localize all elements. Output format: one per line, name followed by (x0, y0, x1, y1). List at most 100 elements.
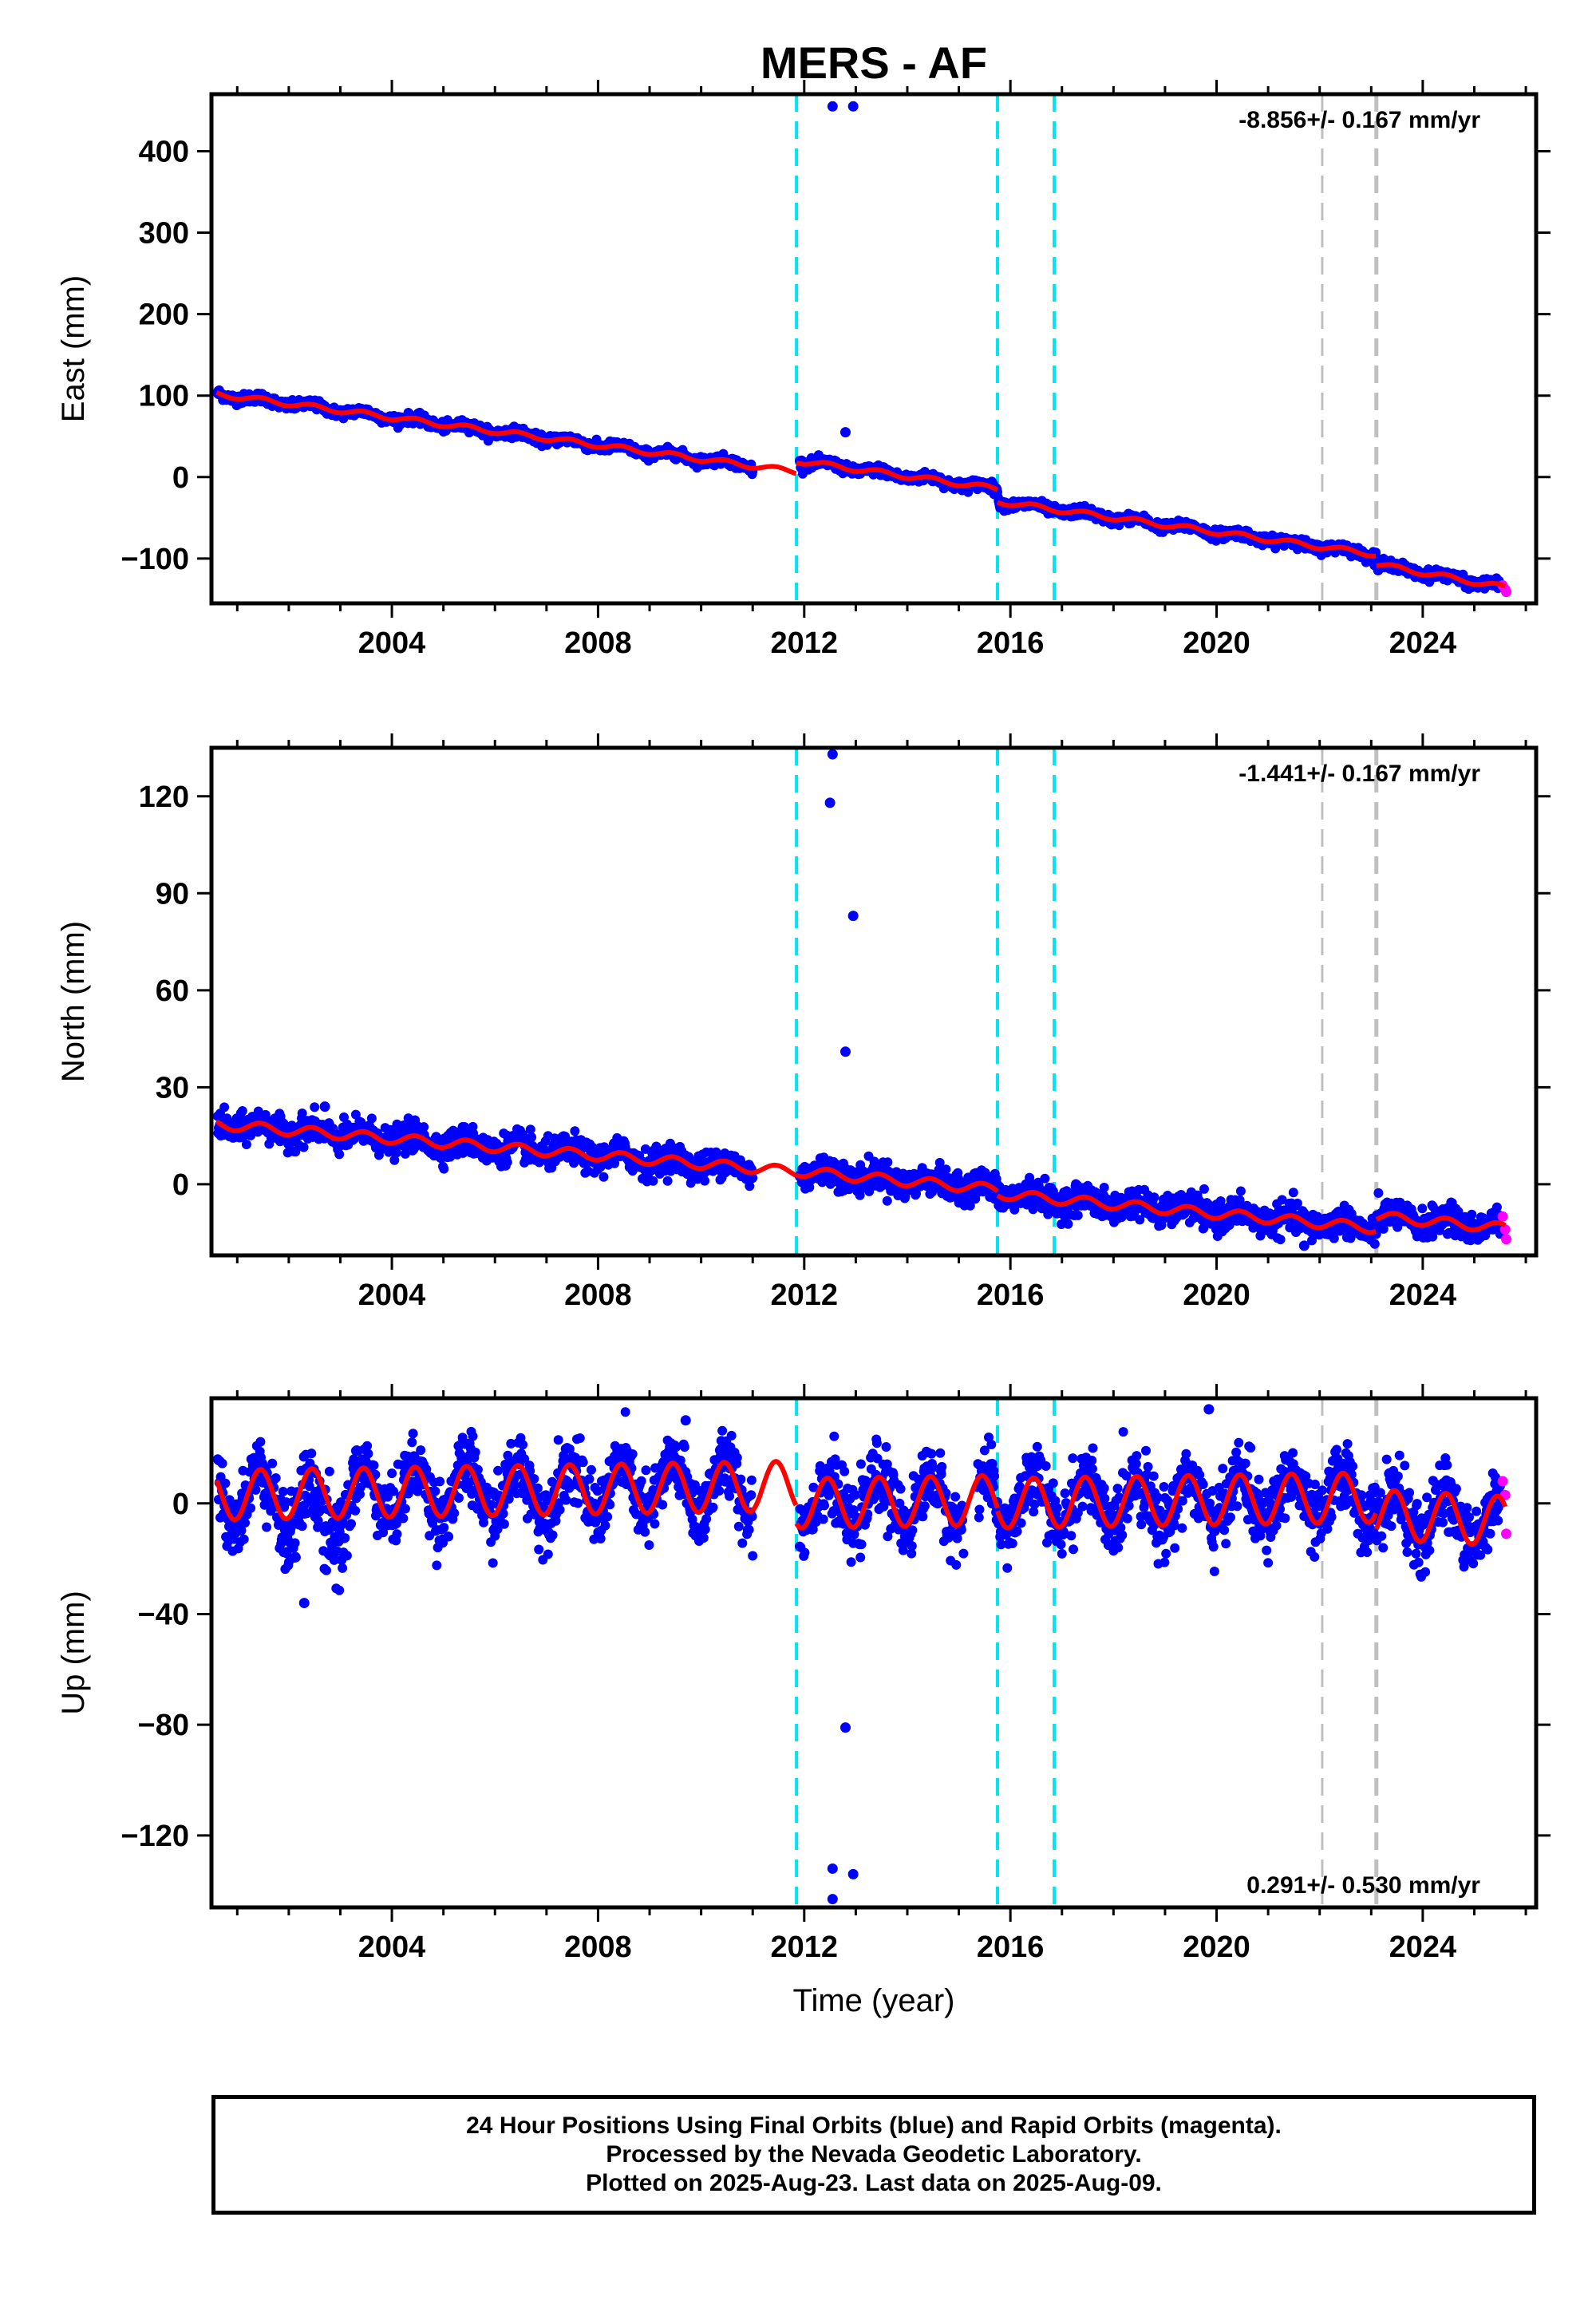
north-point (1199, 1223, 1209, 1233)
north-point (662, 1176, 673, 1186)
north-point (1235, 1186, 1246, 1196)
east-point (963, 487, 974, 497)
north-point (941, 1164, 951, 1175)
east-y-axis-title: East (mm) (56, 275, 91, 422)
east-y-tick-label: −100 (120, 543, 189, 576)
north-point (745, 1181, 755, 1192)
north-rapid-point (1501, 1234, 1512, 1245)
east-y-tick-label: 300 (139, 217, 189, 251)
north-point (391, 1148, 401, 1158)
north-point (748, 1172, 758, 1183)
north-point (1491, 1202, 1502, 1212)
north-point (1063, 1219, 1073, 1229)
east-outlier-point (827, 101, 838, 112)
north-point (1149, 1192, 1159, 1203)
east-y-tick-label: 0 (172, 461, 189, 495)
north-model-curve-0 (215, 1119, 798, 1178)
east-x-tick-label: 2012 (771, 626, 839, 660)
north-rapid-point (1499, 1224, 1511, 1235)
east-y-tick-label: 200 (139, 298, 189, 332)
north-point (334, 1149, 345, 1160)
north-outlier-point (827, 749, 838, 760)
north-point (1135, 1215, 1145, 1225)
north-point (389, 1155, 400, 1165)
east-y-tick-label: 100 (139, 380, 189, 413)
east-x-tick-label: 2020 (1183, 626, 1250, 660)
north-point (1467, 1209, 1477, 1219)
north-point (1277, 1195, 1287, 1205)
north-panel: 2004 2008 2012 2016 2020 20240306090120North … (56, 733, 1551, 1312)
north-y-tick-label: 0 (172, 1168, 189, 1202)
east-y-tick-label: 400 (139, 135, 189, 168)
north-point (1235, 1195, 1245, 1205)
east-plot-area (212, 94, 1512, 603)
north-point (366, 1113, 377, 1124)
north-y-tick-label: 60 (156, 974, 189, 1008)
north-point (439, 1164, 449, 1174)
north-y-tick-label: 30 (156, 1071, 189, 1105)
north-point (502, 1157, 512, 1168)
north-point (570, 1126, 580, 1136)
north-point (1288, 1188, 1298, 1198)
east-x-tick-label: 2008 (564, 626, 632, 660)
north-point (610, 1158, 620, 1168)
north-point (883, 1157, 893, 1168)
east-x-tick-label: 2024 (1389, 626, 1457, 660)
panels-group: 2004 2008 2012 2016 2020 2024−100010020030040… (56, 80, 1551, 1964)
east-model-curve-3 (1375, 562, 1507, 589)
north-point (298, 1142, 309, 1152)
north-point (934, 1157, 945, 1168)
east-rate-label: -8.856+/- 0.167 mm/yr (1238, 107, 1480, 133)
east-x-tick-label: 2016 (977, 626, 1045, 660)
east-panel: 2004 2008 2012 2016 2020 2024 −100 0 100 200 300 40… (56, 80, 1551, 660)
north-point (219, 1102, 230, 1113)
north-x-tick-label: 2016 (977, 1279, 1045, 1312)
east-model-curve-2 (996, 500, 1377, 559)
north-x-tick-label: 2020 (1183, 1279, 1250, 1312)
north-point (1040, 1173, 1050, 1184)
north-point (1099, 1183, 1109, 1192)
north-point (804, 1182, 815, 1192)
north-point (237, 1106, 247, 1116)
east-frame (209, 92, 1539, 606)
north-model-curve-3 (1375, 1211, 1507, 1233)
north-outlier-point (1298, 1240, 1310, 1251)
north-point (1369, 1239, 1380, 1249)
north-x-tick-label: 2004 (358, 1279, 426, 1312)
north-rapid-point (1497, 1211, 1508, 1222)
east-outlier-point (839, 427, 851, 438)
north-point (1215, 1196, 1226, 1206)
north-outlier-point (839, 1046, 851, 1057)
north-outlier-point (824, 797, 836, 808)
north-point (965, 1200, 975, 1211)
north-point (934, 1164, 944, 1175)
north-point (1329, 1233, 1339, 1243)
north-point (648, 1176, 658, 1186)
east-x-tick-label: 2004 (358, 626, 426, 660)
north-outlier-point (319, 1101, 330, 1113)
north-point (400, 1148, 410, 1159)
east-model-curve-0 (215, 390, 798, 476)
north-point (882, 1196, 892, 1206)
north-y-axis-title: North (mm) (56, 921, 91, 1082)
east-outlier-point (847, 101, 859, 112)
north-point (527, 1132, 537, 1142)
north-y-tick-label: 120 (139, 781, 189, 814)
north-y-tick-label: 90 (156, 877, 189, 911)
chart-title: MERS - AF (760, 38, 987, 88)
north-point (598, 1172, 609, 1182)
north-point (1199, 1184, 1209, 1194)
north-model-curve-2 (996, 1190, 1377, 1235)
north-point (911, 1188, 921, 1199)
north-point (297, 1109, 307, 1118)
north-point (525, 1124, 535, 1135)
north-point (241, 1140, 251, 1149)
north-point (1292, 1198, 1302, 1208)
north-point (1373, 1188, 1384, 1198)
east-model-curve-1 (795, 460, 999, 492)
north-point (1057, 1219, 1067, 1229)
north-x-tick-label: 2008 (564, 1279, 632, 1312)
north-point (1275, 1235, 1286, 1245)
north-outlier-point (847, 911, 859, 922)
